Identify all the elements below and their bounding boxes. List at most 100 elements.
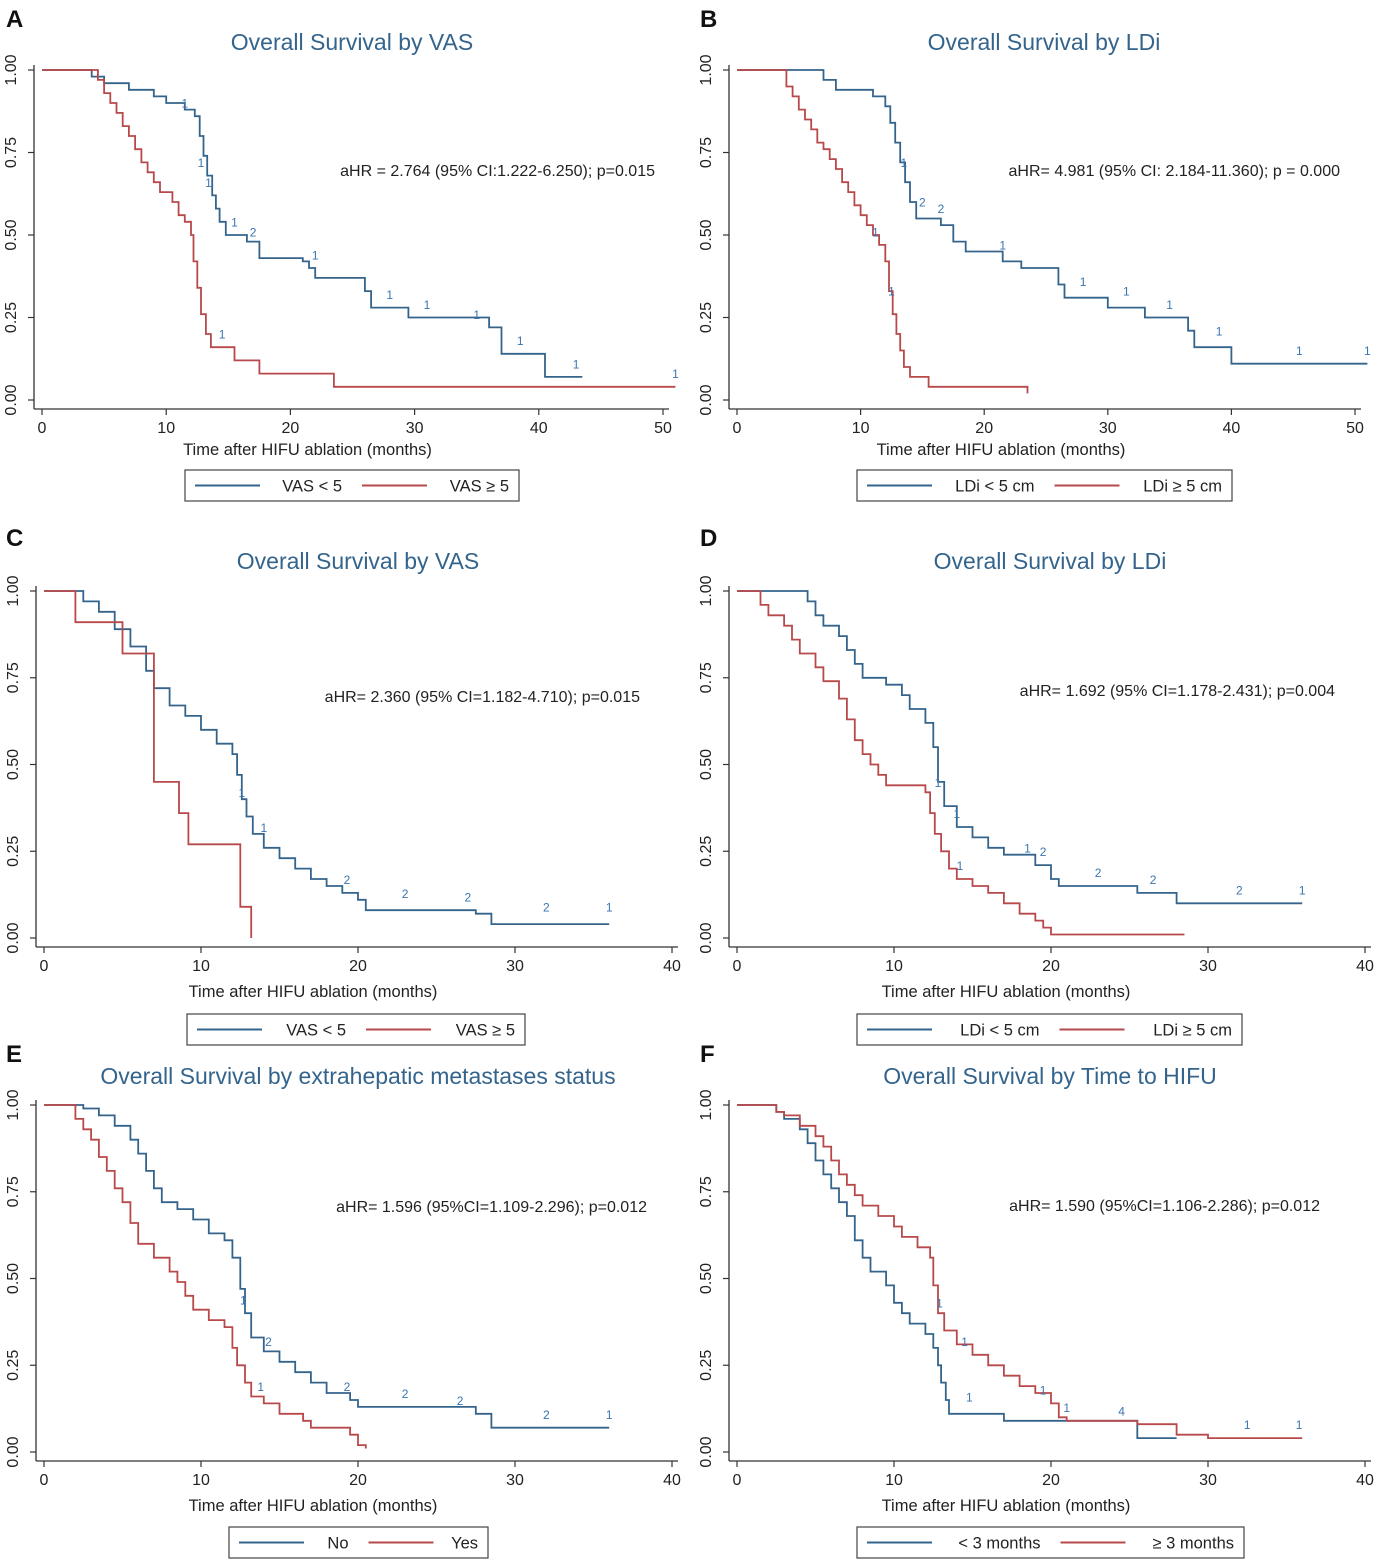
x-tick-label: 10 bbox=[885, 958, 903, 975]
censor-count-label: 2 bbox=[1236, 883, 1243, 897]
censor-count-label: 1 bbox=[957, 859, 964, 873]
panel-label: D bbox=[700, 525, 717, 552]
x-axis-label: Time after HIFU ablation (months) bbox=[183, 441, 432, 459]
chart-title: Overall Survival by extrahepatic metasta… bbox=[100, 1063, 615, 1089]
x-tick-label: 0 bbox=[733, 420, 742, 437]
censor-count-label: 1 bbox=[573, 357, 580, 371]
y-tick-label: 0.25 bbox=[3, 302, 20, 333]
panel-f: F Overall Survival by Time to HIFU 0.00 0.2… bbox=[698, 1041, 1374, 1559]
x-axis-label: Time after HIFU ablation (months) bbox=[882, 1497, 1131, 1515]
panel-b: B Overall Survival by LDi 0.00 0.25 0.50 0.75… bbox=[698, 6, 1371, 502]
survival-curve-group-1 bbox=[737, 69, 1368, 365]
censor-count-label: 2 bbox=[344, 873, 351, 887]
legend-entry: ≥ 3 months bbox=[1152, 1535, 1234, 1553]
y-tick-label: 1.00 bbox=[3, 54, 20, 85]
y-tick-label: 0.75 bbox=[5, 1176, 22, 1207]
censor-count-label: 1 bbox=[953, 807, 960, 821]
censor-count-label: 2 bbox=[265, 1335, 272, 1349]
x-tick-label: 30 bbox=[506, 1472, 524, 1489]
y-tick-label: 0.50 bbox=[5, 1263, 22, 1294]
y-tick-label: 0.50 bbox=[698, 219, 715, 250]
survival-curve-group-2 bbox=[737, 1104, 1303, 1439]
survival-curve-group-2 bbox=[44, 590, 253, 938]
y-tick-label: 1.00 bbox=[698, 54, 715, 85]
panel-d: D Overall Survival by LDi 0.00 0.25 0.50 0.75… bbox=[698, 525, 1374, 1046]
y-tick-label: 0.00 bbox=[5, 922, 22, 953]
censor-count-label: 1 bbox=[1364, 344, 1371, 358]
censor-count-label: 1 bbox=[1040, 1383, 1047, 1397]
x-tick-label: 20 bbox=[1042, 1472, 1060, 1489]
y-tick-label: 0.25 bbox=[5, 836, 22, 867]
x-tick-label: 50 bbox=[654, 420, 672, 437]
censor-count-label: 1 bbox=[606, 901, 613, 915]
censor-count-label: 2 bbox=[465, 890, 472, 904]
y-tick-label: 1.00 bbox=[698, 575, 715, 606]
y-tick-label: 1.00 bbox=[5, 575, 22, 606]
hazard-ratio-annotation: aHR= 1.590 (95%CI=1.106-2.286); p=0.012 bbox=[1009, 1198, 1320, 1215]
censor-count-label: 1 bbox=[935, 776, 942, 790]
censor-count-label: 1 bbox=[386, 288, 393, 302]
censor-count-label: 1 bbox=[181, 97, 188, 111]
censor-count-label: 2 bbox=[543, 901, 550, 915]
y-tick-label: 1.00 bbox=[698, 1089, 715, 1120]
legend-entry: LDi < 5 cm bbox=[955, 478, 1034, 496]
x-tick-label: 30 bbox=[506, 958, 524, 975]
legend-entry: LDi < 5 cm bbox=[960, 1022, 1039, 1040]
y-tick-label: 0.75 bbox=[698, 662, 715, 693]
censor-count-label: 1 bbox=[1024, 842, 1031, 856]
survival-curve-group-1 bbox=[44, 1104, 610, 1429]
censor-count-label: 4 bbox=[1118, 1404, 1125, 1418]
x-tick-label: 20 bbox=[349, 1472, 367, 1489]
y-tick-label: 0.50 bbox=[3, 219, 20, 250]
censor-count-label: 1 bbox=[888, 285, 895, 299]
censor-count-label: 2 bbox=[1150, 873, 1157, 887]
legend-entry: No bbox=[327, 1535, 348, 1553]
x-tick-label: 40 bbox=[530, 420, 548, 437]
censor-count-label: 2 bbox=[250, 225, 257, 239]
censor-count-label: 1 bbox=[240, 1293, 247, 1307]
chart-title: Overall Survival by VAS bbox=[237, 548, 479, 574]
x-tick-label: 20 bbox=[349, 958, 367, 975]
survival-curve-group-2 bbox=[42, 69, 676, 388]
censor-count-label: 2 bbox=[402, 1387, 409, 1401]
x-tick-label: 40 bbox=[1356, 1472, 1374, 1489]
survival-curve-group-1 bbox=[737, 1104, 1177, 1439]
censor-count-label: 1 bbox=[901, 156, 908, 170]
censor-count-label: 1 bbox=[606, 1408, 613, 1422]
x-tick-label: 30 bbox=[406, 420, 424, 437]
x-tick-label: 30 bbox=[1199, 958, 1217, 975]
censor-count-label: 2 bbox=[1095, 866, 1102, 880]
censor-count-label: 1 bbox=[1166, 298, 1173, 312]
censor-count-label: 2 bbox=[1040, 845, 1047, 859]
legend-entry: LDi ≥ 5 cm bbox=[1143, 478, 1222, 496]
y-tick-label: 0.00 bbox=[698, 922, 715, 953]
x-tick-label: 0 bbox=[733, 1472, 742, 1489]
censor-count-label: 1 bbox=[260, 821, 267, 835]
hazard-ratio-annotation: aHR = 2.764 (95% CI:1.222-6.250); p=0.01… bbox=[340, 163, 655, 180]
y-tick-label: 0.75 bbox=[698, 1176, 715, 1207]
x-tick-label: 30 bbox=[1199, 1472, 1217, 1489]
y-tick-label: 0.00 bbox=[698, 1436, 715, 1467]
y-tick-label: 0.50 bbox=[5, 749, 22, 780]
panel-a: A Overall Survival by VAS 0.00 0.25 0.50 0.75… bbox=[3, 6, 679, 502]
censor-count-label: 2 bbox=[457, 1394, 464, 1408]
hazard-ratio-annotation: aHR= 4.981 (95% CI: 2.184-11.360); p = 0… bbox=[1009, 163, 1341, 180]
censor-count-label: 1 bbox=[1123, 285, 1130, 299]
y-tick-label: 0.75 bbox=[3, 137, 20, 168]
y-tick-label: 0.00 bbox=[698, 384, 715, 415]
y-tick-label: 0.25 bbox=[5, 1350, 22, 1381]
y-tick-label: 0.00 bbox=[5, 1436, 22, 1467]
chart-title: Overall Survival by Time to HIFU bbox=[883, 1063, 1217, 1089]
censor-count-label: 2 bbox=[402, 887, 409, 901]
censor-count-label: 1 bbox=[1063, 1401, 1070, 1415]
censor-count-label: 1 bbox=[219, 328, 226, 342]
censor-count-label: 1 bbox=[424, 298, 431, 312]
panel-label: B bbox=[700, 6, 717, 33]
censor-count-label: 1 bbox=[1296, 344, 1303, 358]
y-tick-label: 0.50 bbox=[698, 1263, 715, 1294]
censor-count-label: 1 bbox=[517, 334, 524, 348]
censor-count-label: 1 bbox=[312, 248, 319, 262]
x-tick-label: 0 bbox=[38, 420, 47, 437]
survival-curve-group-2 bbox=[737, 69, 1029, 394]
y-tick-label: 0.00 bbox=[3, 384, 20, 415]
